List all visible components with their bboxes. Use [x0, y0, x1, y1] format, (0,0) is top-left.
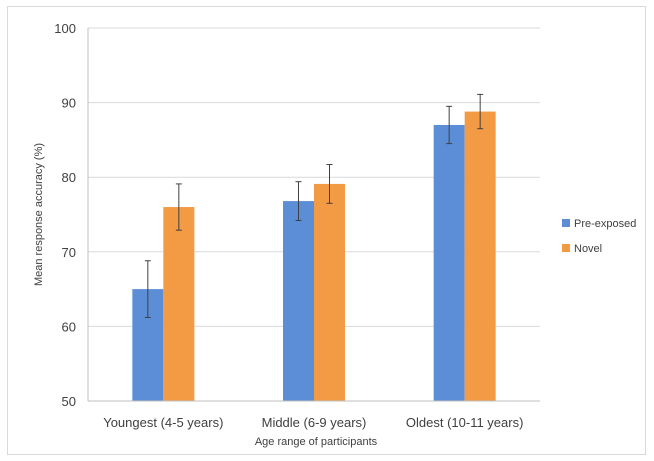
legend: Pre-exposed Novel [562, 218, 636, 255]
y-tick-label: 80 [62, 170, 76, 185]
legend-label: Pre-exposed [574, 218, 636, 230]
y-tick-label: 50 [62, 394, 76, 409]
y-tick-label: 100 [54, 21, 76, 36]
y-axis-ticks: 50 60 70 80 90 100 [54, 21, 76, 409]
bar-novel [314, 183, 345, 401]
bar-novel [464, 111, 496, 401]
bar-pre-exposed [433, 124, 465, 401]
bar-novel [163, 207, 195, 401]
y-tick-label: 60 [62, 319, 76, 334]
legend-swatch [562, 219, 570, 227]
error-bars [144, 93, 484, 318]
bar-pre-exposed [283, 201, 314, 401]
x-category-label: Youngest (4-5 years) [103, 415, 223, 430]
x-axis-categories: Youngest (4-5 years) Middle (6-9 years) Ol… [103, 415, 523, 430]
x-category-label: Middle (6-9 years) [262, 415, 367, 430]
y-tick-label: 70 [62, 245, 76, 260]
x-axis-title: Age range of participants [255, 436, 378, 448]
y-axis-title: Mean response accuracy (%) [33, 143, 45, 286]
legend-swatch [562, 244, 570, 252]
legend-label: Novel [574, 243, 602, 255]
y-tick-label: 90 [62, 96, 76, 111]
x-category-label: Oldest (10-11 years) [406, 415, 524, 430]
bars [132, 111, 496, 401]
